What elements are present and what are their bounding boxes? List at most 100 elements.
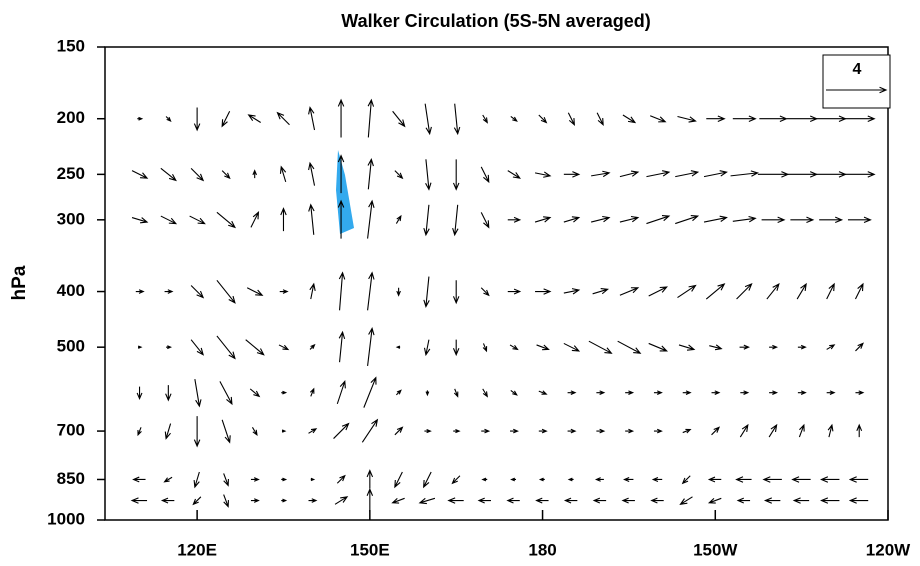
wind-vector: [538, 390, 548, 395]
wind-vector: [567, 112, 575, 126]
wind-vector: [423, 276, 430, 308]
wind-vector: [250, 477, 260, 482]
wind-vector: [625, 390, 635, 395]
wind-vector: [675, 214, 700, 225]
wind-vector: [650, 497, 664, 504]
wind-vector: [337, 154, 345, 194]
wind-vector: [769, 344, 779, 350]
wind-vector: [279, 165, 287, 183]
wind-vector: [619, 170, 640, 178]
wind-vector: [252, 169, 257, 179]
wind-vector: [165, 385, 172, 402]
wind-vector: [194, 379, 202, 408]
wind-vector: [538, 477, 545, 482]
wind-vector: [826, 344, 836, 350]
wind-vector: [392, 110, 406, 128]
wind-vector: [193, 107, 201, 132]
wind-vector: [563, 216, 581, 223]
wind-vector: [164, 289, 174, 294]
wind-vector: [192, 496, 202, 506]
wind-vector: [281, 429, 287, 433]
wind-vector: [791, 476, 811, 483]
wind-vector: [309, 282, 316, 300]
wind-vector: [482, 114, 488, 124]
wind-vector: [736, 283, 753, 300]
y-axis-label: hPa: [9, 265, 30, 300]
wind-vector: [160, 215, 178, 225]
wind-vector: [591, 170, 611, 178]
wind-vector: [594, 477, 604, 482]
wind-vector: [447, 497, 464, 504]
wind-vector: [137, 427, 142, 437]
wind-vector: [681, 475, 691, 485]
y-tick-label: 850: [57, 469, 85, 488]
wind-vector: [221, 170, 231, 180]
wind-vector: [308, 428, 318, 434]
wind-vector: [190, 167, 205, 182]
wind-vector: [138, 345, 143, 349]
wind-vector: [424, 103, 432, 136]
wind-vector: [538, 114, 548, 124]
wind-vector: [135, 289, 145, 294]
wind-vector: [333, 422, 350, 439]
wind-vector: [653, 428, 663, 434]
wind-vector: [762, 476, 782, 483]
wind-vector: [622, 114, 637, 124]
wind-vector: [820, 497, 840, 504]
wind-vector: [396, 287, 401, 297]
vector-row: [138, 327, 864, 366]
wind-vector: [310, 477, 316, 482]
wind-vector: [510, 428, 519, 434]
wind-vector: [596, 112, 604, 126]
wind-vector: [588, 340, 613, 354]
wind-vector: [763, 497, 781, 504]
wind-vector: [337, 199, 345, 239]
wind-vector: [281, 390, 288, 395]
wind-vector: [452, 339, 460, 357]
wind-vector: [165, 116, 172, 122]
wind-vector: [452, 159, 460, 191]
wind-vector: [394, 170, 404, 180]
vector-row: [131, 199, 872, 239]
wind-vector: [423, 204, 430, 237]
wind-vector: [216, 335, 236, 360]
wind-vector: [856, 423, 863, 438]
shaded-region: [336, 150, 354, 234]
wind-vector: [797, 344, 807, 350]
wind-vector: [848, 497, 869, 504]
wind-vector: [425, 159, 432, 191]
wind-vector: [395, 345, 401, 349]
wind-vector: [619, 215, 640, 223]
wind-vector: [418, 497, 436, 505]
wind-vector: [482, 343, 488, 353]
wind-vector: [281, 477, 288, 482]
wind-vector: [308, 106, 316, 131]
wind-vector: [423, 471, 432, 489]
wind-vector: [190, 339, 205, 356]
wind-vector: [281, 498, 288, 503]
chart-title: Walker Circulation (5S-5N averaged): [341, 11, 650, 31]
wind-vector: [563, 171, 581, 178]
wind-vector: [507, 288, 522, 295]
x-tick-label: 120W: [866, 540, 911, 559]
wind-vector: [246, 287, 264, 296]
wind-vector: [223, 473, 229, 487]
wind-vector: [739, 423, 749, 438]
wind-vector: [732, 115, 757, 122]
wind-vector: [190, 285, 205, 299]
wind-vector: [366, 487, 374, 512]
wind-vector: [189, 215, 206, 225]
vector-row: [136, 376, 865, 408]
wind-vector: [848, 476, 869, 483]
wind-vector: [736, 497, 751, 504]
wind-vector: [707, 497, 722, 504]
wind-vector: [507, 216, 522, 223]
wind-vector: [394, 471, 403, 489]
wind-vector: [534, 171, 552, 178]
wind-vector: [757, 171, 790, 178]
wind-vector: [798, 423, 805, 438]
wind-vector: [653, 390, 663, 395]
wind-vector: [338, 330, 346, 363]
wind-vector: [223, 494, 229, 508]
wind-vector: [216, 211, 236, 229]
